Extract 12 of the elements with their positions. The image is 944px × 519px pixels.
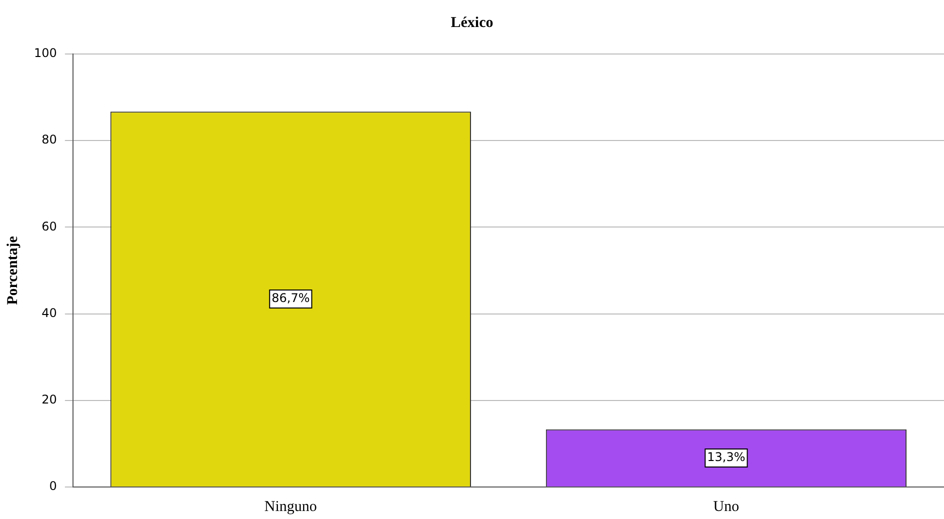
y-tick-label: 60: [42, 219, 57, 234]
y-tick-label: 40: [42, 306, 57, 320]
y-tick-label: 80: [42, 132, 57, 147]
y-tick-label: 20: [42, 392, 57, 407]
data-label: 86,7%: [272, 291, 310, 306]
x-tick-label: Uno: [713, 498, 740, 515]
y-axis-title: Porcentaje: [4, 236, 21, 305]
data-label: 13,3%: [707, 450, 746, 464]
chart-title: Léxico: [450, 14, 494, 31]
y-tick-label: 0: [49, 479, 57, 494]
x-tick-label: Ninguno: [264, 498, 317, 515]
y-tick-label: 100: [34, 46, 57, 60]
